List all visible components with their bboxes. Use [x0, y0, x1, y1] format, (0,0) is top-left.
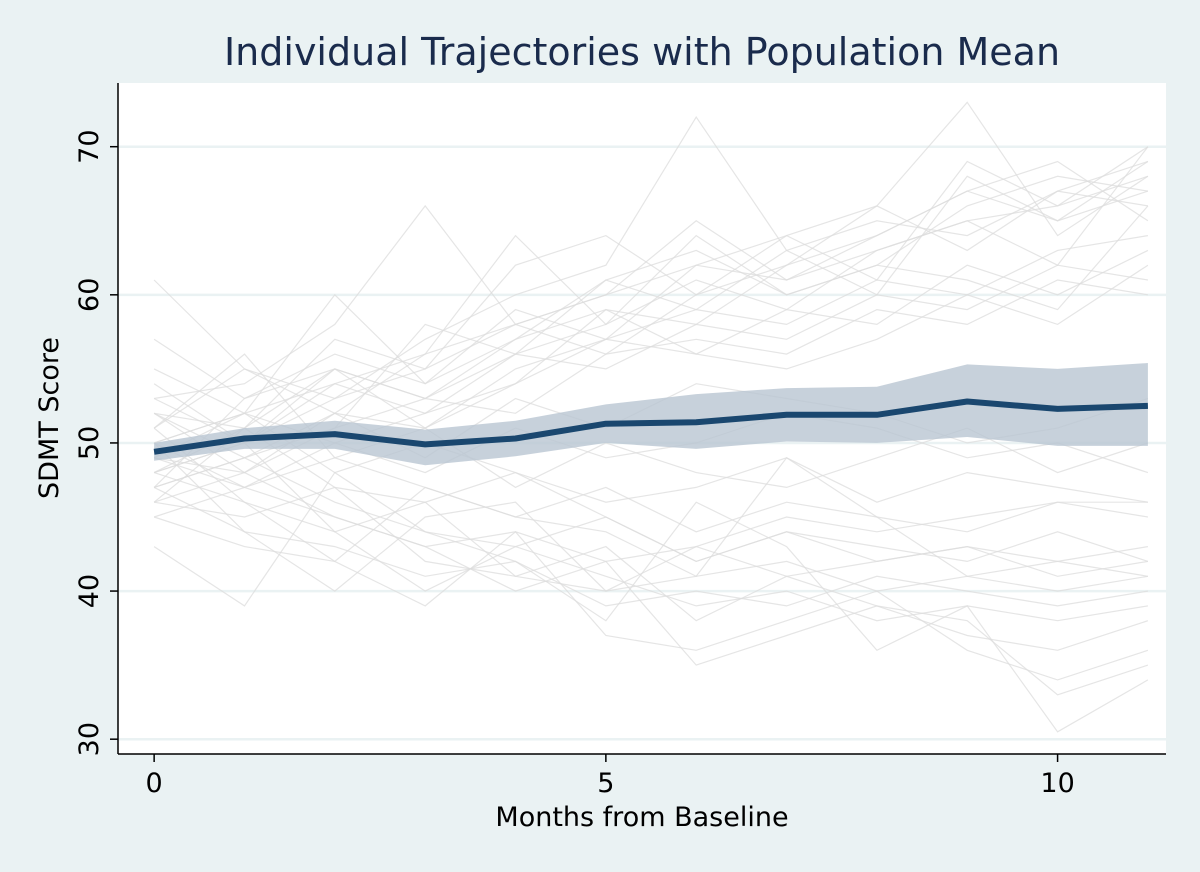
individual-line-6 [153, 101, 1149, 503]
x-axis-label: Months from Baseline [495, 802, 788, 833]
individual-line-20 [153, 427, 1148, 503]
y-axis-ticks: 30 40 50 60 70 [74, 130, 118, 756]
x-tick-label-0: 0 [146, 768, 163, 799]
individual-line-16 [153, 264, 1149, 429]
individual-line-12 [154, 205, 1149, 429]
individual-line-9 [153, 175, 1149, 444]
individual-line-30 [153, 471, 1149, 733]
individual-trajectories [153, 101, 1149, 733]
chart-title: Individual Trajectories with Population … [224, 30, 1060, 74]
y-axis-label: SDMT Score [34, 337, 65, 499]
y-tick-label-40: 40 [74, 574, 105, 608]
individual-line-11 [153, 235, 1148, 518]
individual-line-33 [153, 368, 1148, 577]
individual-line-26 [153, 472, 1148, 622]
y-tick-label-70: 70 [74, 130, 105, 164]
individual-line-28 [153, 516, 1149, 681]
y-tick-label-60: 60 [74, 278, 105, 312]
individual-line-7 [154, 160, 1149, 400]
x-axis-ticks: 0 5 10 [146, 754, 1075, 799]
y-tick-label-50: 50 [74, 426, 105, 460]
x-tick-label-5: 5 [597, 768, 614, 799]
mean-line [153, 398, 1148, 455]
individual-line-2 [153, 160, 1149, 474]
individual-line-27 [153, 383, 1149, 651]
y-tick-label-30: 30 [74, 722, 105, 756]
individual-line-31 [153, 427, 1148, 578]
individual-line-32 [153, 486, 1148, 592]
x-tick-label-10: 10 [1040, 768, 1074, 799]
individual-line-29 [153, 457, 1149, 696]
individual-line-25 [153, 442, 1148, 607]
